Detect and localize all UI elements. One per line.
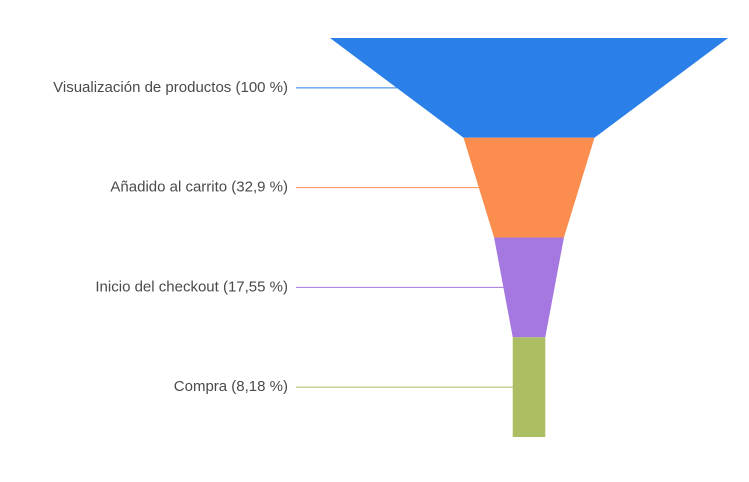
funnel-segment-2 — [463, 137, 595, 238]
funnel-segment-1 — [330, 38, 728, 138]
funnel-segment-4 — [512, 337, 546, 437]
funnel-stage-label-3: Inicio del checkout (17,55 %) — [95, 278, 288, 295]
funnel-segments — [330, 38, 728, 437]
funnel-stage-label-1: Visualización de productos (100 %) — [53, 79, 288, 96]
funnel-segment-3 — [494, 237, 564, 338]
funnel-stage-label-4: Compra (8,18 %) — [174, 378, 288, 395]
funnel-stage-label-2: Añadido al carrito (32,9 %) — [110, 179, 288, 196]
funnel-labels: Visualización de productos (100 %) Añadid… — [53, 79, 288, 395]
funnel-leader-lines — [296, 87, 513, 388]
